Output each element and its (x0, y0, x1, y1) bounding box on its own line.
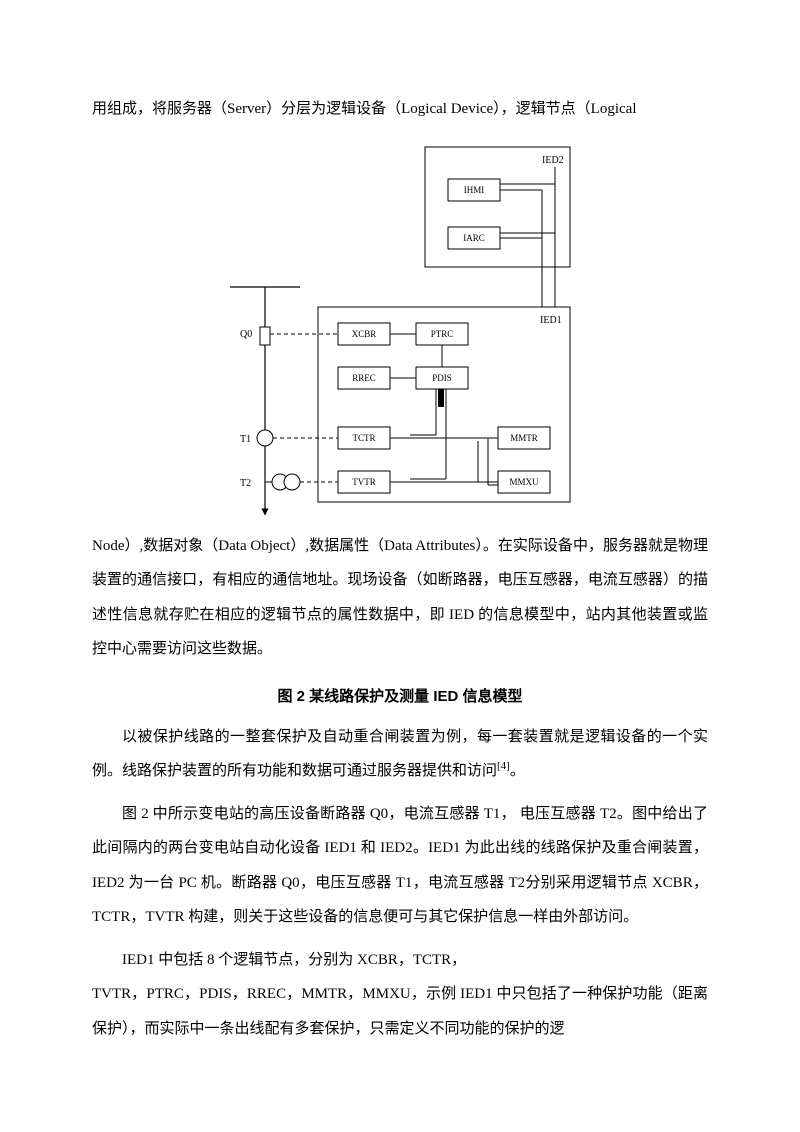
svg-text:T2: T2 (240, 478, 251, 489)
svg-text:RREC: RREC (352, 373, 376, 383)
svg-text:PDIS: PDIS (432, 373, 452, 383)
svg-text:IHMI: IHMI (464, 185, 485, 195)
page: 用组成，将服务器（Server）分层为逻辑设备（Logical Device），… (0, 0, 800, 1104)
svg-text:T1: T1 (240, 434, 251, 445)
svg-text:XCBR: XCBR (352, 329, 377, 339)
svg-text:IARC: IARC (463, 233, 485, 243)
diagram-figure-2: IED2 IHMI IARC IED1 XCBR PTRC RREC PDIS TCTR MMTR… (92, 137, 708, 517)
paragraph-3-text: 以被保护线路的一整套保护及自动重合闸装置为例，每一套装置就是逻辑设备的一个实例。… (92, 729, 708, 780)
paragraph-5: IED1 中包括 8 个逻辑节点，分别为 XCBR，TCTR， (92, 943, 708, 978)
svg-text:TVTR: TVTR (352, 477, 376, 487)
svg-text:IED1: IED1 (540, 315, 562, 326)
paragraph-1: 用组成，将服务器（Server）分层为逻辑设备（Logical Device），… (92, 92, 708, 127)
ref-4-superscript: [4] (497, 760, 510, 772)
figure-2-caption: 图 2 某线路保护及测量 IED 信息模型 (92, 685, 708, 706)
paragraph-2: Node）,数据对象（Data Object）,数据属性（Data Attrib… (92, 529, 708, 667)
svg-text:MMTR: MMTR (510, 433, 538, 443)
svg-text:MMXU: MMXU (509, 477, 539, 487)
paragraph-6: TVTR，PTRC，PDIS，RREC，MMTR，MMXU，示例 IED1 中只… (92, 977, 708, 1046)
svg-text:TCTR: TCTR (352, 433, 375, 443)
paragraph-4: 图 2 中所示变电站的高压设备断路器 Q0，电流互感器 T1， 电压互感器 T2… (92, 797, 708, 935)
svg-text:Q0: Q0 (240, 329, 252, 340)
paragraph-3-period: 。 (510, 763, 525, 779)
svg-text:PTRC: PTRC (431, 329, 454, 339)
svg-text:IED2: IED2 (542, 155, 564, 166)
paragraph-3: 以被保护线路的一整套保护及自动重合闸装置为例，每一套装置就是逻辑设备的一个实例。… (92, 720, 708, 789)
ied-diagram-svg: IED2 IHMI IARC IED1 XCBR PTRC RREC PDIS TCTR MMTR… (210, 137, 590, 517)
